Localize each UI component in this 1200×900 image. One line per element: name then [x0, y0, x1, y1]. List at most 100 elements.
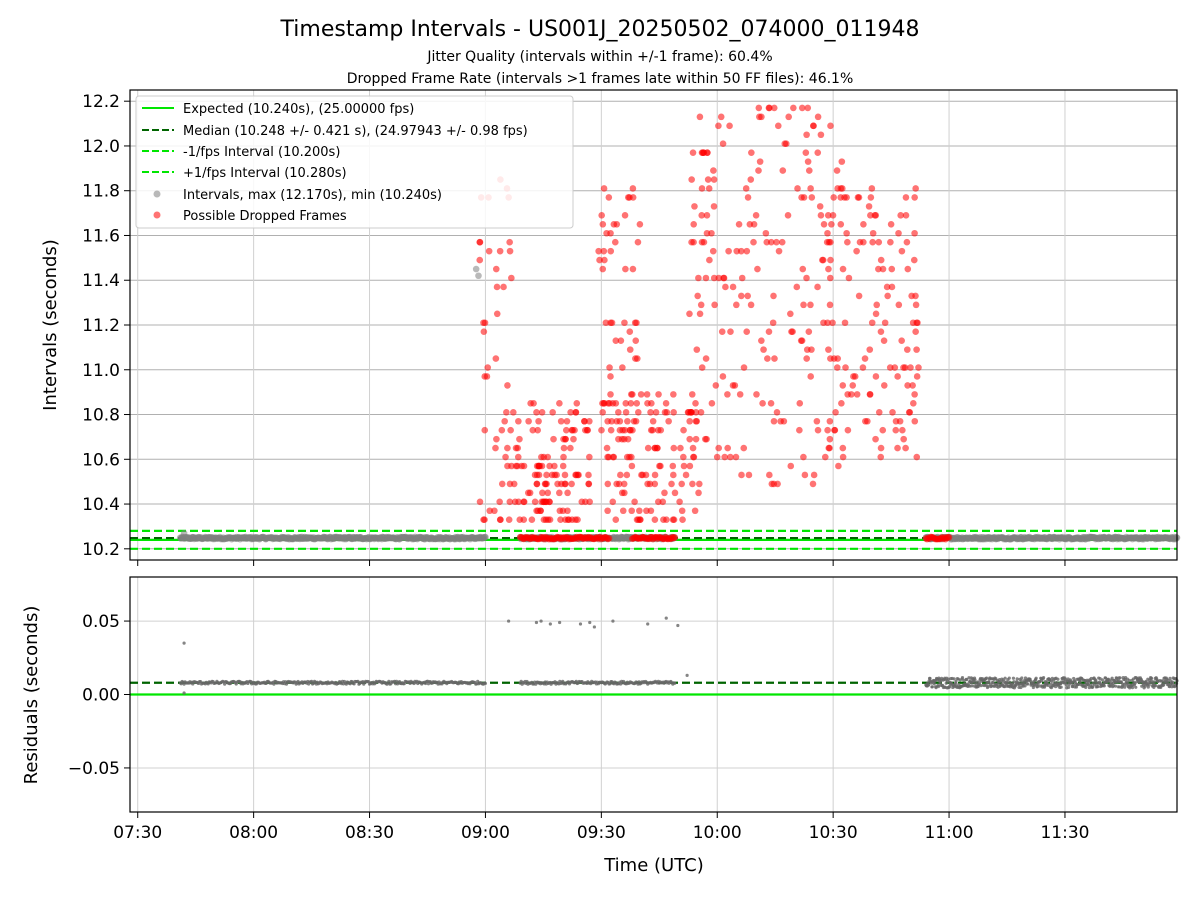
dropped-frame-point — [891, 364, 899, 371]
dropped-frame-point — [875, 265, 882, 273]
dropped-frame-point — [678, 507, 686, 515]
dropped-frame-point — [850, 373, 857, 380]
dropped-frame-point — [796, 426, 803, 434]
dropped-frame-point — [578, 498, 586, 506]
dropped-frame-point — [807, 301, 814, 309]
dropped-frame-point — [600, 247, 608, 255]
legend-entry-median: Median (10.248 +/- 0.421 s), (24.97943 +… — [183, 124, 528, 139]
dropped-frame-point — [866, 391, 874, 398]
dropped-frame-point — [839, 444, 847, 452]
dropped-frame-point — [697, 301, 705, 309]
dropped-frame-point — [562, 426, 570, 434]
dropped-frame-point — [842, 364, 849, 371]
dropped-frame-point — [778, 238, 786, 246]
dropped-frame-point — [605, 194, 613, 201]
residual-point — [986, 684, 990, 688]
dropped-frame-point — [613, 417, 620, 425]
dropped-frame-point — [742, 185, 750, 192]
dropped-frame-point — [514, 462, 521, 470]
dropped-frame-point — [894, 373, 901, 380]
dropped-frame-point — [633, 400, 641, 407]
dropped-frame-point — [573, 400, 581, 407]
dropped-frame-point — [631, 498, 638, 506]
dropped-frame-point — [626, 346, 634, 353]
dropped-frame-point — [651, 516, 659, 524]
dropped-frame-point — [507, 426, 514, 434]
dropped-frame-point — [869, 238, 876, 246]
dropped-frame-point — [480, 516, 487, 524]
residual-point — [1011, 676, 1016, 680]
dropped-frame-point — [670, 391, 677, 398]
residual-point — [1015, 677, 1019, 681]
dropped-frame-point — [743, 328, 751, 336]
dropped-frame-point — [844, 238, 851, 246]
dropped-frame-point — [868, 185, 876, 192]
dropped-frame-point — [651, 444, 659, 452]
dropped-frame-point — [801, 471, 809, 479]
dropped-frame-point — [539, 489, 546, 497]
dropped-frame-point — [710, 167, 717, 174]
residual-point — [558, 620, 562, 625]
dropped-frame-point — [680, 462, 688, 470]
dropped-frame-point — [888, 283, 896, 291]
dropped-frame-point — [651, 480, 659, 488]
dropped-frame-point — [892, 426, 900, 434]
dropped-frame-point — [855, 194, 863, 201]
dropped-frame-point — [688, 176, 695, 183]
dropped-frame-point — [872, 310, 880, 318]
dropped-frame-point — [838, 158, 846, 165]
dropped-frame-point — [506, 498, 514, 506]
dropped-frame-point — [750, 238, 757, 246]
dropped-frame-point — [696, 113, 704, 121]
dropped-frame-point — [533, 480, 541, 488]
dropped-frame-point — [900, 435, 907, 443]
residual-point — [548, 622, 552, 626]
dropped-frame-point — [695, 274, 702, 282]
dropped-frame-point — [787, 310, 794, 318]
dropped-frame-point — [564, 489, 571, 497]
dropped-frame-point — [535, 471, 543, 479]
dropped-frame-point — [498, 426, 506, 434]
dropped-frame-point — [544, 453, 552, 461]
dropped-frame-point — [538, 408, 546, 416]
residual-point — [1007, 676, 1011, 680]
dropped-frame-point — [839, 265, 847, 273]
interval-point — [482, 533, 489, 541]
dropped-frame-point — [609, 453, 617, 461]
dropped-frame-point — [670, 408, 677, 416]
dropped-frame-point — [837, 220, 845, 228]
residual-point — [960, 676, 965, 680]
dropped-frame-point — [612, 337, 620, 344]
top-ytick-label: 10.2 — [82, 540, 120, 560]
residual-point — [1152, 680, 1156, 684]
dropped-frame-point — [767, 400, 775, 407]
dropped-frame-point — [770, 104, 778, 112]
dropped-frame-point — [910, 256, 918, 264]
dropped-frame-point — [656, 462, 663, 470]
dropped-frame-point — [704, 176, 712, 183]
dropped-frame-point — [889, 408, 896, 416]
residual-point — [1096, 684, 1100, 689]
interval-point — [180, 529, 188, 537]
dropped-frame-point — [686, 435, 694, 443]
residual-point — [182, 641, 186, 645]
dropped-frame-point — [825, 265, 832, 273]
residual-point — [1064, 683, 1068, 687]
dropped-frame-point — [713, 453, 721, 461]
dropped-frame-point — [880, 337, 888, 344]
dropped-frame-point — [861, 355, 869, 362]
residual-point — [356, 679, 360, 683]
dropped-frame-point — [533, 408, 540, 416]
dropped-frame-point — [833, 364, 841, 371]
top-data-points — [176, 104, 1181, 543]
dropped-frame-point — [821, 453, 829, 461]
dropped-frame-point — [630, 417, 638, 425]
dropped-frame-point — [698, 364, 706, 371]
dropped-frame-point — [807, 185, 814, 192]
dropped-frame-point — [612, 516, 620, 524]
dropped-frame-point — [703, 435, 710, 443]
residual-point — [1034, 676, 1038, 680]
dropped-frame-point — [480, 328, 488, 336]
dropped-frame-point — [550, 435, 557, 443]
dropped-frame-point — [839, 453, 847, 461]
